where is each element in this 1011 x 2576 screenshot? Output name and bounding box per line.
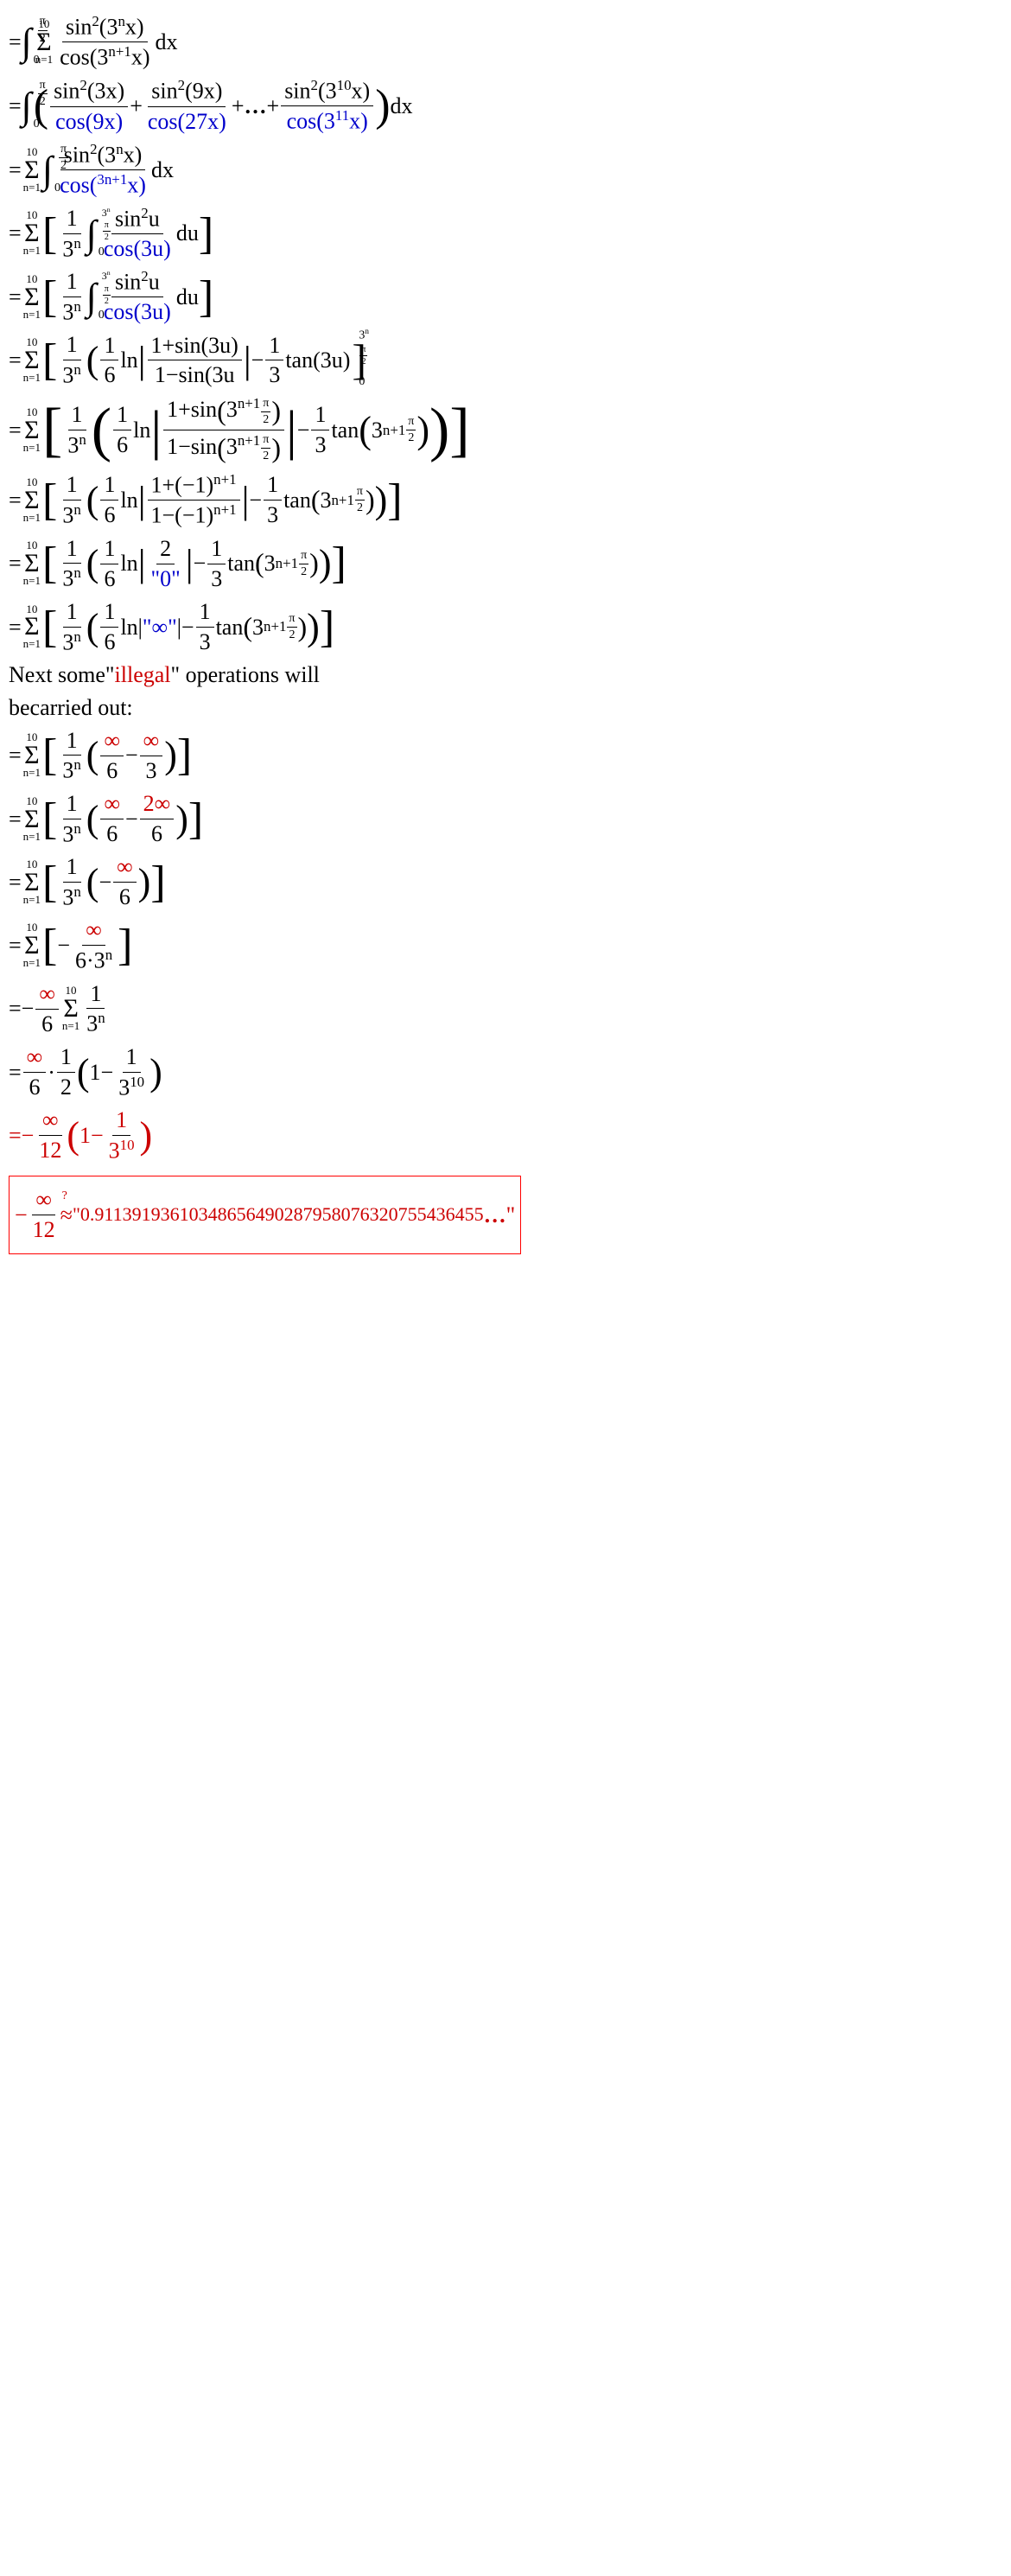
eq-line-11: = 10Σn=1 [ 13n ( ∞6 − ∞3 )] <box>9 726 1002 786</box>
text-2: becarried out: <box>9 693 1002 723</box>
text-1: Next some" illegal" operations will <box>9 660 1002 690</box>
eq-line-10: = 10Σn=1 [ 13n ( 16 ln|"∞"|− 13 tan(3n+1… <box>9 597 1002 657</box>
eq-line-13: = 10Σn=1 [ 13n (− ∞6 )] <box>9 852 1002 912</box>
eq-line-8: = 10Σn=1 [ 13n ( 16 ln| 1+(−1)n+11−(−1)n… <box>9 470 1002 531</box>
eq-line-2: = ∫π20 ( sin2(3x)cos(9x) + sin2(9x)cos(2… <box>9 76 1002 137</box>
eq-line-1: = ∫π20 10Σn=1 sin2(3nx)cos(3n+1x) dx <box>9 12 1002 73</box>
eq-line-16: = ∞6 · 12 (1− 1310 ) <box>9 1043 1002 1102</box>
eq-line-14: = 10Σn=1 [− ∞6·3n ] <box>9 915 1002 975</box>
result-box: − ∞12 ≈? "0.9113919361034865649028795807… <box>9 1176 521 1254</box>
eq-line-9: = 10Σn=1 [ 13n ( 16 ln| 2"0" |− 13 tan(3… <box>9 534 1002 594</box>
eq-line-6: = 10Σn=1 [ 13n ( 16 ln| 1+sin(3u)1−sin(3… <box>9 330 1002 390</box>
eq-line-4: = 10Σn=1 [ 13n ∫3nπ20 sin2ucos(3u) du] <box>9 204 1002 264</box>
eq-line-5: = 10Σn=1 [ 13n ∫3nπ20 sin2ucos(3u) du] <box>9 267 1002 327</box>
eq-line-7: = 10Σn=1 [ 13n ( 16 ln| 1+sin(3n+1π2)1−s… <box>9 393 1002 466</box>
eq-line-17: =− ∞12 (1− 1310 ) <box>9 1106 1002 1165</box>
eq-line-3: = 10Σn=1 ∫π20 sin2(3nx)cos(3n+1x) dx <box>9 140 1002 201</box>
eq-line-15: =− ∞6 10Σn=1 13n <box>9 979 1002 1039</box>
eq-line-12: = 10Σn=1 [ 13n ( ∞6 − 2∞6 )] <box>9 789 1002 849</box>
